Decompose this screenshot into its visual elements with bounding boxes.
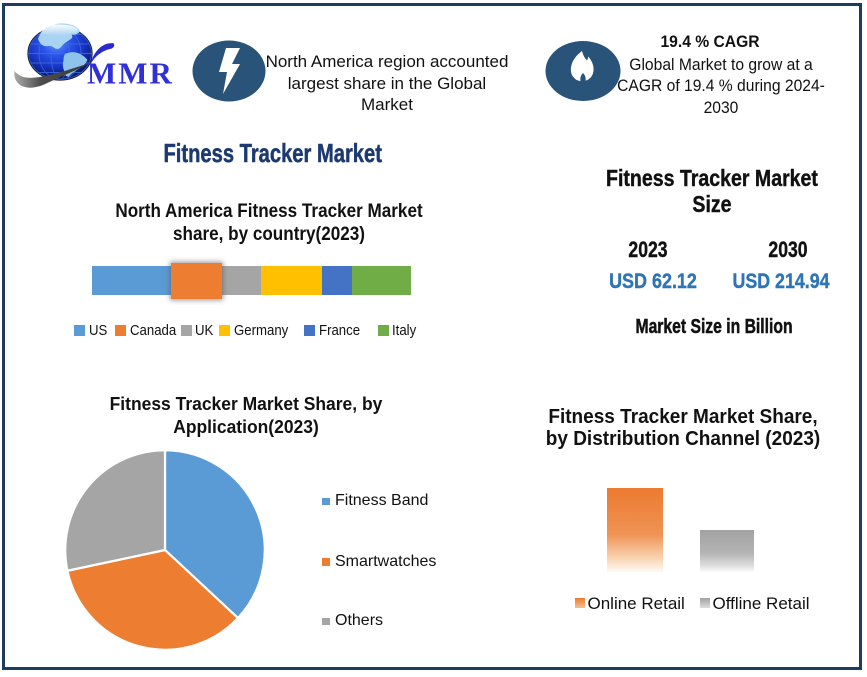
svg-text:MMR: MMR [87,56,174,91]
